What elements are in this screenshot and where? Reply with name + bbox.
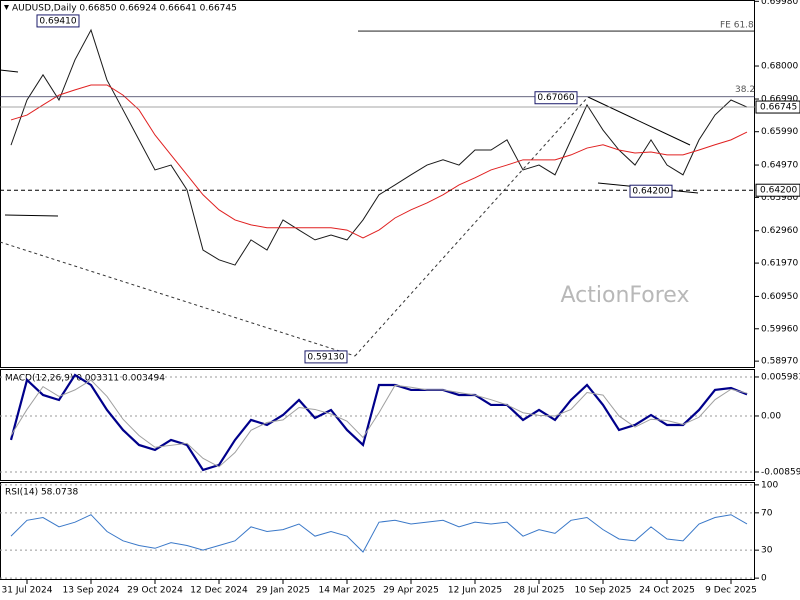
rsi-panel (0, 482, 755, 580)
y-tick-label: 0.58970 (761, 357, 798, 367)
y-tick-label: 100 (761, 480, 778, 490)
series-line (10, 28, 748, 266)
annotation-box (629, 184, 673, 198)
annotation-box (36, 14, 80, 28)
chart-title: AUDUSD,Daily 0.66850 0.66924 0.66641 0.6… (12, 4, 237, 14)
y-tick-label: 0 (761, 574, 767, 584)
series-line (9, 373, 748, 472)
price-label: 0.66745 (760, 103, 797, 113)
annotation-label: 0.69410 (39, 16, 76, 26)
projection-line (354, 96, 589, 357)
annotation-label: 0.64200 (632, 187, 669, 197)
support-tag (755, 183, 800, 197)
annotation-label: 0.59130 (307, 352, 344, 362)
series-line (10, 84, 748, 239)
rsi-title: RSI(14) 58.0738 (5, 488, 78, 498)
macd-title: MACD(12,26,9) 0.003311 0.003494 (5, 374, 165, 384)
support-label: 0.64200 (760, 186, 797, 196)
price-tag (755, 100, 800, 114)
level-label: 38.2 (735, 85, 755, 95)
x-tick-label: 28 Jul 2025 (514, 586, 565, 596)
x-tick-label: 29 Apr 2025 (383, 586, 439, 596)
y-tick-label: 0.005981 (761, 372, 800, 382)
x-tick-label: 9 Dec 2025 (705, 586, 757, 596)
trend-line (587, 96, 691, 146)
annotation-box (304, 350, 348, 364)
y-tick-label: 0.00 (761, 411, 781, 421)
macd-panel (0, 369, 755, 481)
projection-line (0, 241, 356, 357)
y-tick-label: 0.68000 (761, 62, 798, 72)
y-tick-label: 0.61970 (761, 259, 798, 269)
x-tick-label: 10 Sep 2025 (574, 586, 631, 596)
y-tick-label: -0.00859 (761, 467, 800, 477)
y-tick-label: 0.66990 (761, 95, 798, 105)
y-tick-label: 0.64970 (761, 161, 798, 171)
x-tick-label: 29 Oct 2024 (127, 586, 183, 596)
y-tick-label: 0.62960 (761, 226, 798, 236)
y-tick-label: 30 (761, 546, 773, 556)
y-tick-label: 0.65990 (761, 127, 798, 137)
x-tick-label: 24 Oct 2025 (639, 586, 695, 596)
price-panel (0, 0, 755, 368)
level-label: FE 61.8 (720, 21, 754, 31)
annotation-label: 0.67060 (537, 93, 574, 103)
x-tick-label: 29 Jan 2025 (256, 586, 310, 596)
y-tick-label: 70 (761, 508, 773, 518)
x-tick-label: 13 Sep 2024 (62, 586, 119, 596)
x-tick-label: 12 Jun 2025 (448, 586, 502, 596)
y-tick-label: 0.60950 (761, 292, 798, 302)
series-line (10, 379, 748, 468)
x-tick-label: 14 Mar 2025 (318, 586, 375, 596)
x-tick-label: 12 Dec 2024 (190, 586, 248, 596)
trend-stub (4, 214, 59, 217)
series-line (10, 514, 748, 553)
annotation-box (534, 91, 578, 105)
y-tick-label: 0.59960 (761, 324, 798, 334)
x-tick-label: 31 Jul 2024 (2, 586, 53, 596)
y-tick-label: 0.63980 (761, 193, 798, 203)
trend-stub (0, 69, 19, 73)
menu-icon (4, 5, 9, 10)
y-tick-label: 0.69980 (761, 0, 798, 7)
watermark: ActionForex (561, 283, 690, 308)
